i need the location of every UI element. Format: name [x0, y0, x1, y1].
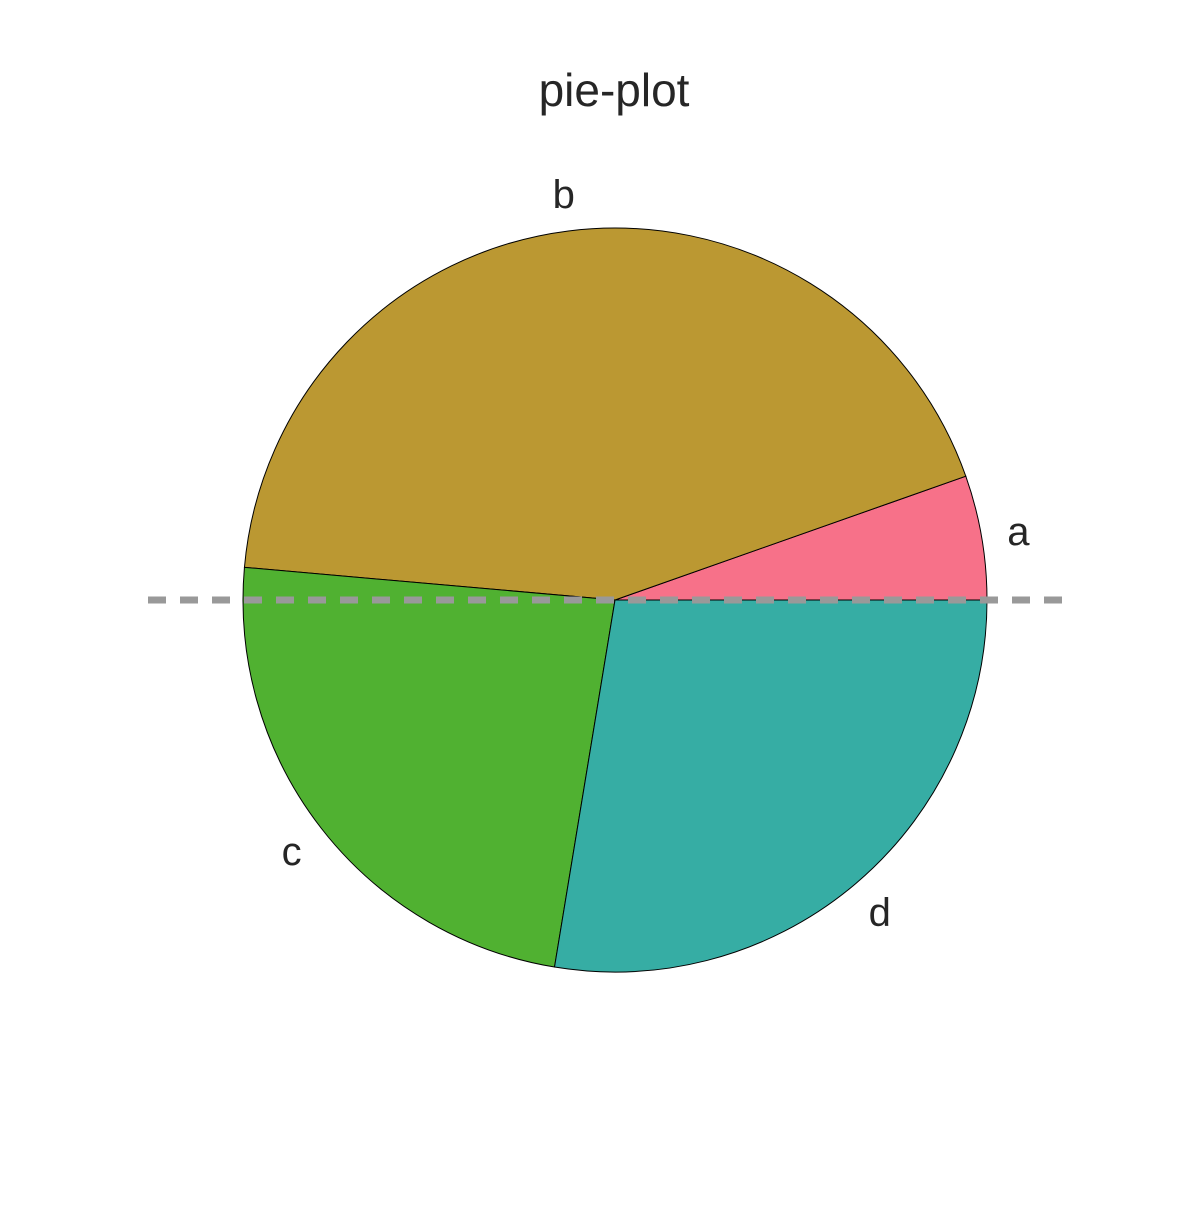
chart-title: pie-plot: [539, 64, 690, 116]
pie-slice-b: [243, 227, 967, 601]
pie-slice-d: [553, 599, 988, 973]
slice-label-a: a: [1007, 510, 1030, 554]
slice-label-d: d: [869, 891, 891, 935]
slice-label-b: b: [553, 173, 575, 217]
pie-slice-labels: a b c d: [282, 173, 1031, 935]
slice-label-c: c: [282, 830, 302, 874]
pie-slices: [242, 227, 988, 973]
pie-slice-c: [242, 566, 616, 968]
